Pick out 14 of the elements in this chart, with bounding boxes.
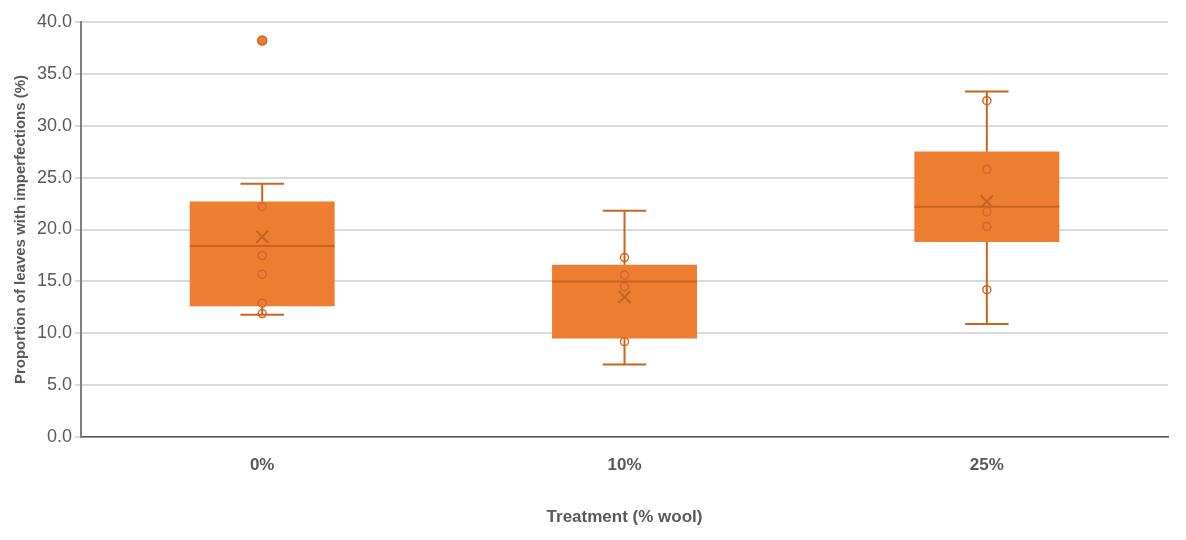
y-tick-label: 30.0	[36, 114, 73, 135]
x-tick-label: 25%	[969, 455, 1004, 475]
y-tick-label: 0.0	[47, 426, 73, 447]
y-tick-label: 35.0	[36, 62, 73, 83]
y-axis-title: Proportion of leaves with imperfections (%)	[11, 74, 29, 385]
y-tick-label: 40.0	[36, 10, 73, 31]
y-tick-label: 5.0	[47, 374, 73, 395]
x-tick-label: 0%	[249, 455, 275, 475]
y-tick-label: 20.0	[36, 218, 73, 239]
x-axis-title: Treatment (% wool)	[546, 507, 703, 527]
y-tick-label: 10.0	[36, 322, 73, 343]
y-tick-label: 25.0	[36, 166, 73, 187]
y-tick-label: 15.0	[36, 270, 73, 291]
x-tick-label: 10%	[607, 455, 642, 475]
